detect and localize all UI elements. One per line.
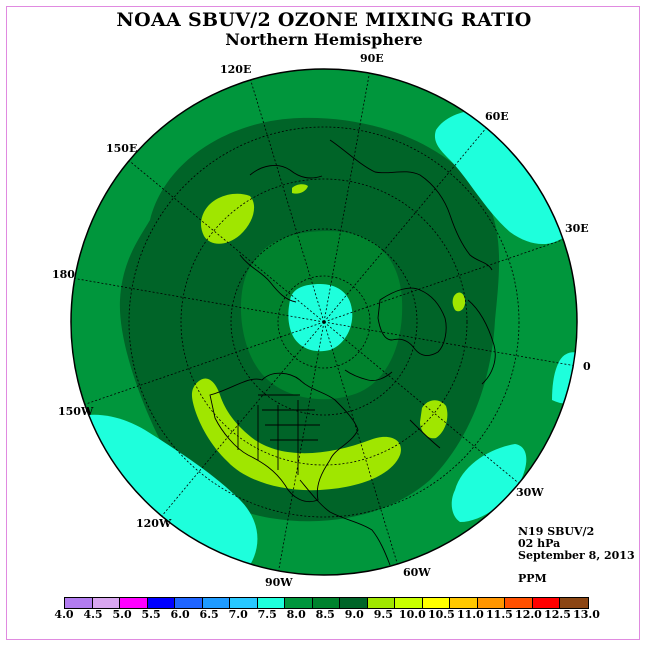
map-boundary (70, 68, 578, 576)
field-cyan-se (451, 444, 527, 522)
colorbar-swatch (505, 598, 533, 608)
lon-label-120w: 120W (136, 517, 172, 530)
colorbar-tick-label: 7.0 (228, 608, 248, 621)
lon-label-150w: 150W (58, 405, 94, 418)
field-lime-small1 (292, 184, 308, 194)
lon-label-90e: 90E (360, 52, 384, 65)
colorbar-swatch (175, 598, 203, 608)
coastlines (209, 139, 496, 566)
colorbar-swatch (92, 598, 120, 608)
colorbar-tick-label: 12.0 (515, 608, 542, 621)
field-polar-min (288, 284, 353, 352)
figure-frame (6, 6, 640, 640)
date-label: September 8, 2013 (518, 549, 635, 562)
colorbar-swatch (257, 598, 285, 608)
colorbar-tick-label: 4.5 (83, 608, 103, 621)
colorbar-tick-label: 8.5 (315, 608, 335, 621)
colorbar-tick-label: 7.5 (257, 608, 277, 621)
colorbar-tick-label: 11.5 (486, 608, 513, 621)
colorbar-tick-label: 4.0 (54, 608, 74, 621)
colorbar-swatch (147, 598, 175, 608)
colorbar (64, 597, 589, 609)
colorbar-swatch (560, 598, 588, 608)
colorbar-tick-label: 13.0 (573, 608, 600, 621)
colorbar-swatch (340, 598, 368, 608)
field-lime-asia (201, 193, 255, 244)
colorbar-tick-label: 9.5 (373, 608, 393, 621)
colorbar-swatch (65, 598, 93, 608)
field-lime-na (191, 378, 401, 491)
colorbar-tick-label: 10.0 (398, 608, 426, 621)
colorbar-swatch (395, 598, 423, 608)
lon-label-60e: 60E (485, 110, 509, 123)
instrument-label: N19 SBUV/2 (518, 525, 595, 538)
colorbar-tick-label: 10.5 (427, 608, 455, 621)
lon-label-90w: 90W (265, 576, 293, 589)
pressure-level-label: 02 hPa (518, 537, 561, 550)
graticule (71, 69, 577, 575)
colorbar-swatch (285, 598, 313, 608)
colorbar-swatch (120, 598, 148, 608)
colorbar-tick-label: 5.5 (141, 608, 161, 621)
lon-label-30e: 30E (565, 222, 589, 235)
field-lime-small2 (452, 292, 466, 312)
lon-label-0: 0 (583, 360, 591, 373)
colorbar-swatch (477, 598, 505, 608)
colorbar-swatch (202, 598, 230, 608)
colorbar-tick-label: 8.0 (286, 608, 306, 621)
colorbar-swatch (312, 598, 340, 608)
lon-label-150e: 150E (106, 142, 138, 155)
lon-label-120e: 120E (220, 63, 252, 76)
colorbar-tick-label: 6.5 (199, 608, 219, 621)
map-subtitle: Northern Hemisphere (225, 30, 423, 49)
colorbar-swatch (230, 598, 258, 608)
colorbar-tick-label: 6.0 (170, 608, 190, 621)
lon-label-30w: 30W (516, 486, 544, 499)
map-title: NOAA SBUV/2 OZONE MIXING RATIO (116, 9, 532, 31)
lon-label-180: 180 (52, 268, 75, 281)
colorbar-swatch (532, 598, 560, 608)
colorbar-tick-label: 12.5 (544, 608, 571, 621)
colorbar-tick-label: 5.0 (112, 608, 132, 621)
colorbar-swatch (422, 598, 450, 608)
colorbar-tick-label: 11.0 (456, 608, 484, 621)
field-lime-atl (420, 400, 448, 439)
colorbar-swatch (450, 598, 478, 608)
colorbar-tick-label: 9.0 (344, 608, 364, 621)
colorbar-swatch (367, 598, 395, 608)
units-label: PPM (518, 572, 547, 585)
lon-label-60w: 60W (403, 566, 431, 579)
